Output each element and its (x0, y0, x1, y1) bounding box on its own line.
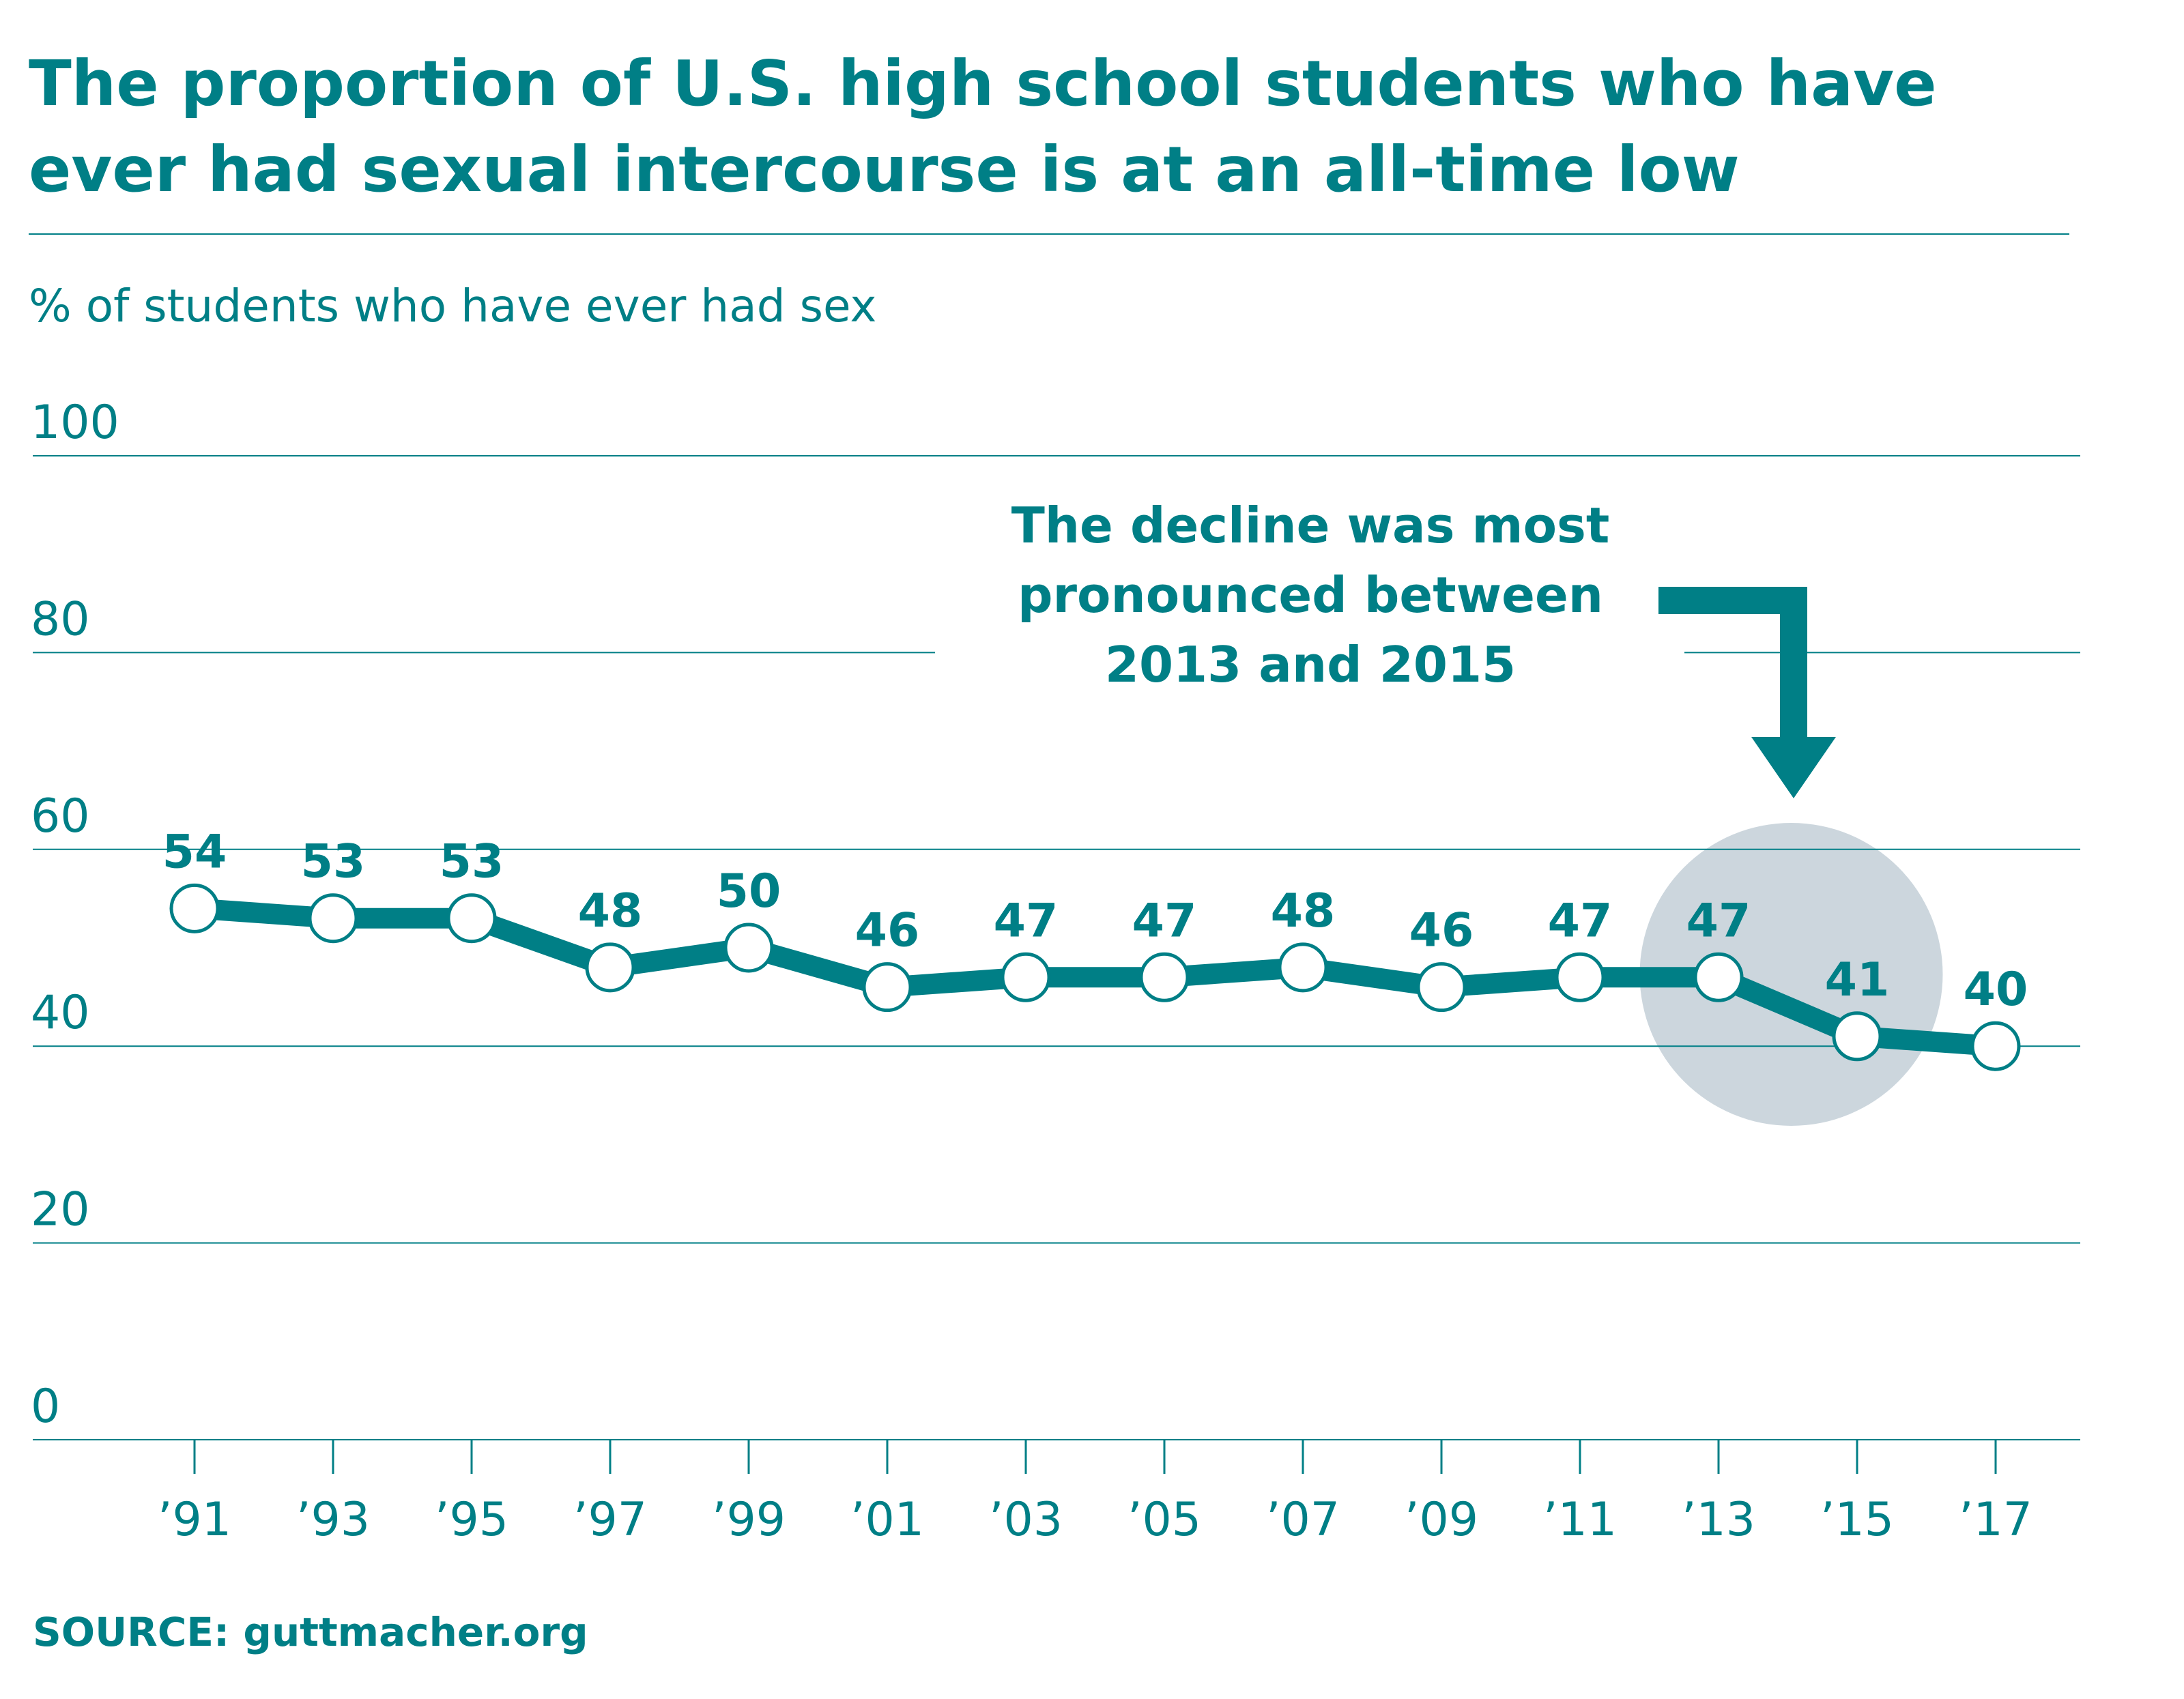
data-label: 47 (1548, 894, 1613, 948)
x-tick-label: ’07 (1266, 1493, 1340, 1547)
annotation-text: The decline was most (1011, 497, 1610, 554)
x-tick-label: ’99 (712, 1493, 786, 1547)
x-tick-label: ’17 (1959, 1493, 2032, 1547)
chart-title: The proportion of U.S. high school stude… (29, 47, 1937, 206)
data-label: 47 (994, 894, 1059, 948)
data-point (1832, 1011, 1882, 1062)
data-label: 50 (717, 865, 781, 918)
y-axis-label: % of students who have ever had sex (29, 280, 877, 332)
data-label: 46 (855, 904, 920, 958)
data-label: 53 (440, 835, 504, 889)
x-tick-label: ’01 (850, 1493, 924, 1547)
data-point (1416, 962, 1467, 1013)
data-point (1693, 952, 1744, 1002)
annotation-text: 2013 and 2015 (1105, 636, 1516, 693)
data-point (723, 923, 774, 973)
data-point (1278, 942, 1328, 993)
x-tick-label: ’15 (1820, 1493, 1894, 1547)
source-line: SOURCE: guttmacher.org (33, 1609, 588, 1655)
x-tick-label: ’11 (1543, 1493, 1617, 1547)
x-tick-label: ’93 (296, 1493, 370, 1547)
x-tick-label: ’91 (158, 1493, 231, 1547)
data-point (862, 962, 913, 1013)
data-point (446, 893, 497, 944)
x-tick-label: ’97 (573, 1493, 647, 1547)
data-label: 48 (578, 884, 643, 938)
annotation-text: pronounced between (1018, 566, 1603, 624)
data-point (1139, 952, 1190, 1002)
y-tick-label: 100 (31, 396, 119, 450)
y-tick-label: 0 (31, 1380, 60, 1434)
data-label: 47 (1686, 894, 1751, 948)
data-label: 48 (1271, 884, 1336, 938)
y-tick-label: 80 (31, 592, 90, 646)
data-label: 46 (1409, 904, 1474, 958)
data-label: 47 (1132, 894, 1197, 948)
x-tick-label: ’95 (435, 1493, 508, 1547)
data-label: 54 (162, 825, 227, 879)
annotation-arrow-shaft (1658, 587, 1807, 740)
data-label: 40 (1964, 963, 2028, 1017)
x-tick-label: ’13 (1682, 1493, 1755, 1547)
y-tick-label: 40 (31, 986, 90, 1040)
y-tick-label: 20 (31, 1183, 90, 1237)
y-tick-label: 60 (31, 789, 90, 843)
data-label: 53 (301, 835, 366, 889)
source-label: SOURCE: (33, 1609, 230, 1655)
data-point (1555, 952, 1605, 1002)
data-point (585, 942, 635, 993)
title-divider (29, 233, 2069, 235)
annotation-arrow-head (1751, 737, 1836, 798)
source-link[interactable]: guttmacher.org (243, 1609, 588, 1655)
x-tick-label: ’03 (989, 1493, 1063, 1547)
data-label: 41 (1825, 953, 1890, 1007)
x-tick-label: ’05 (1127, 1493, 1201, 1547)
x-tick-label: ’09 (1405, 1493, 1478, 1547)
data-point (169, 883, 220, 933)
data-point (308, 893, 358, 944)
data-point (1001, 952, 1051, 1002)
data-point (1970, 1021, 2021, 1071)
